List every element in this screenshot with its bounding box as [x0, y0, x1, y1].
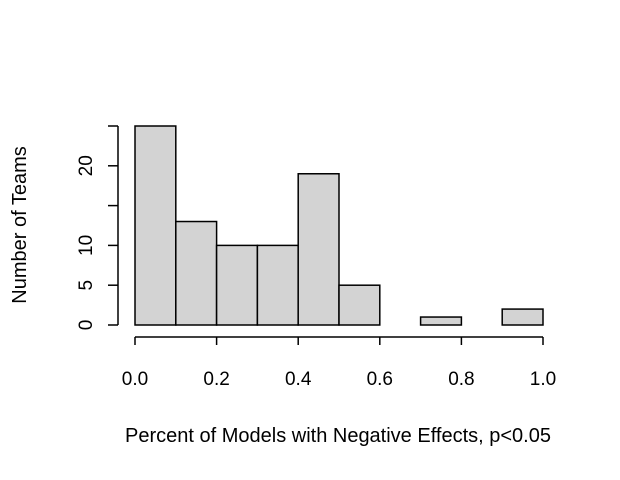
x-tick-label: 1.0 — [530, 369, 556, 390]
y-tick-label: 10 — [76, 235, 97, 256]
histogram-bar — [297, 173, 340, 326]
histogram-bar — [256, 244, 299, 326]
y-axis: 0 5 10 20 — [76, 125, 119, 331]
histogram-bar — [134, 125, 177, 326]
y-tick-label: 5 — [76, 280, 97, 291]
y-tick-label: 20 — [76, 155, 97, 176]
histogram-bar — [338, 284, 381, 326]
histogram-bar — [175, 220, 218, 326]
histogram-bar — [215, 244, 259, 326]
y-tick-label: 0 — [76, 320, 97, 331]
y-axis-label: Number of Teams — [9, 146, 31, 303]
x-tick-label: 0.8 — [448, 369, 474, 390]
bars-group — [134, 125, 544, 326]
histogram-bar — [419, 316, 463, 326]
x-tick-label: 0.4 — [285, 369, 312, 390]
x-tick-label: 0.6 — [367, 369, 393, 390]
x-tick-label: 0.0 — [122, 369, 148, 390]
x-axis: 0.0 0.2 0.4 0.6 0.8 1.0 — [122, 336, 556, 390]
histogram-bar — [501, 308, 544, 326]
x-tick-label: 0.2 — [203, 369, 229, 390]
x-axis-label: Percent of Models with Negative Effects,… — [125, 425, 551, 447]
